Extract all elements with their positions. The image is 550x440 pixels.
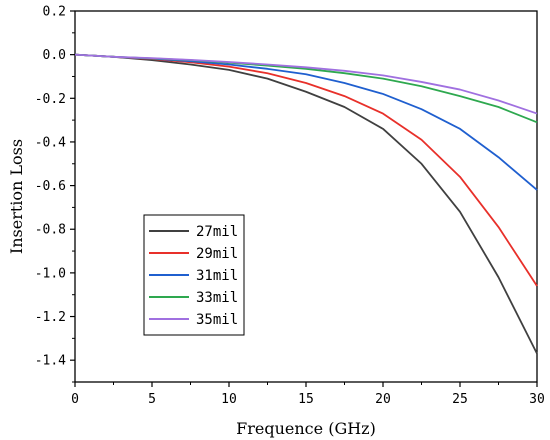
x-tick-label: 25 xyxy=(452,392,468,407)
y-tick-label: -0.8 xyxy=(35,223,66,238)
x-axis-title: Frequence (GHz) xyxy=(236,419,376,438)
x-tick-label: 20 xyxy=(375,392,391,407)
y-axis-title: Insertion Loss xyxy=(7,139,26,254)
series-layer xyxy=(74,53,538,355)
x-axis-ticks: 0 5 10 15 20 25 30 xyxy=(71,382,545,407)
y-tick-label: 0.0 xyxy=(43,48,66,63)
y-tick-label: -1.2 xyxy=(35,310,66,325)
x-tick-label: 15 xyxy=(298,392,314,407)
x-tick-label: 10 xyxy=(221,392,237,407)
legend-label-33mil: 33mil xyxy=(196,290,238,306)
legend-label-27mil: 27mil xyxy=(196,224,238,240)
series-line-35mil xyxy=(74,53,538,115)
y-tick-label: -0.2 xyxy=(35,92,66,107)
legend: 27mil 29mil 31mil 33mil 35mil xyxy=(143,214,245,336)
y-tick-label: -0.4 xyxy=(35,135,66,150)
y-axis-ticks: 0.2 0.0 -0.2 -0.4 -0.6 -0.8 -1.0 -1.2 -1.4 xyxy=(35,5,75,383)
series-line-31mil xyxy=(74,53,538,191)
x-tick-label: 0 xyxy=(71,392,79,407)
legend-label-31mil: 31mil xyxy=(196,268,238,284)
y-tick-label: -0.6 xyxy=(35,179,66,194)
y-tick-label: -1.4 xyxy=(35,354,66,369)
y-tick-label: 0.2 xyxy=(43,5,66,20)
legend-label-29mil: 29mil xyxy=(196,246,238,262)
x-tick-label: 30 xyxy=(529,392,545,407)
series-line-33mil xyxy=(74,53,538,124)
series-line-27mil xyxy=(74,53,538,355)
x-tick-label: 5 xyxy=(148,392,156,407)
y-tick-label: -1.0 xyxy=(35,266,66,281)
legend-label-35mil: 35mil xyxy=(196,312,238,328)
